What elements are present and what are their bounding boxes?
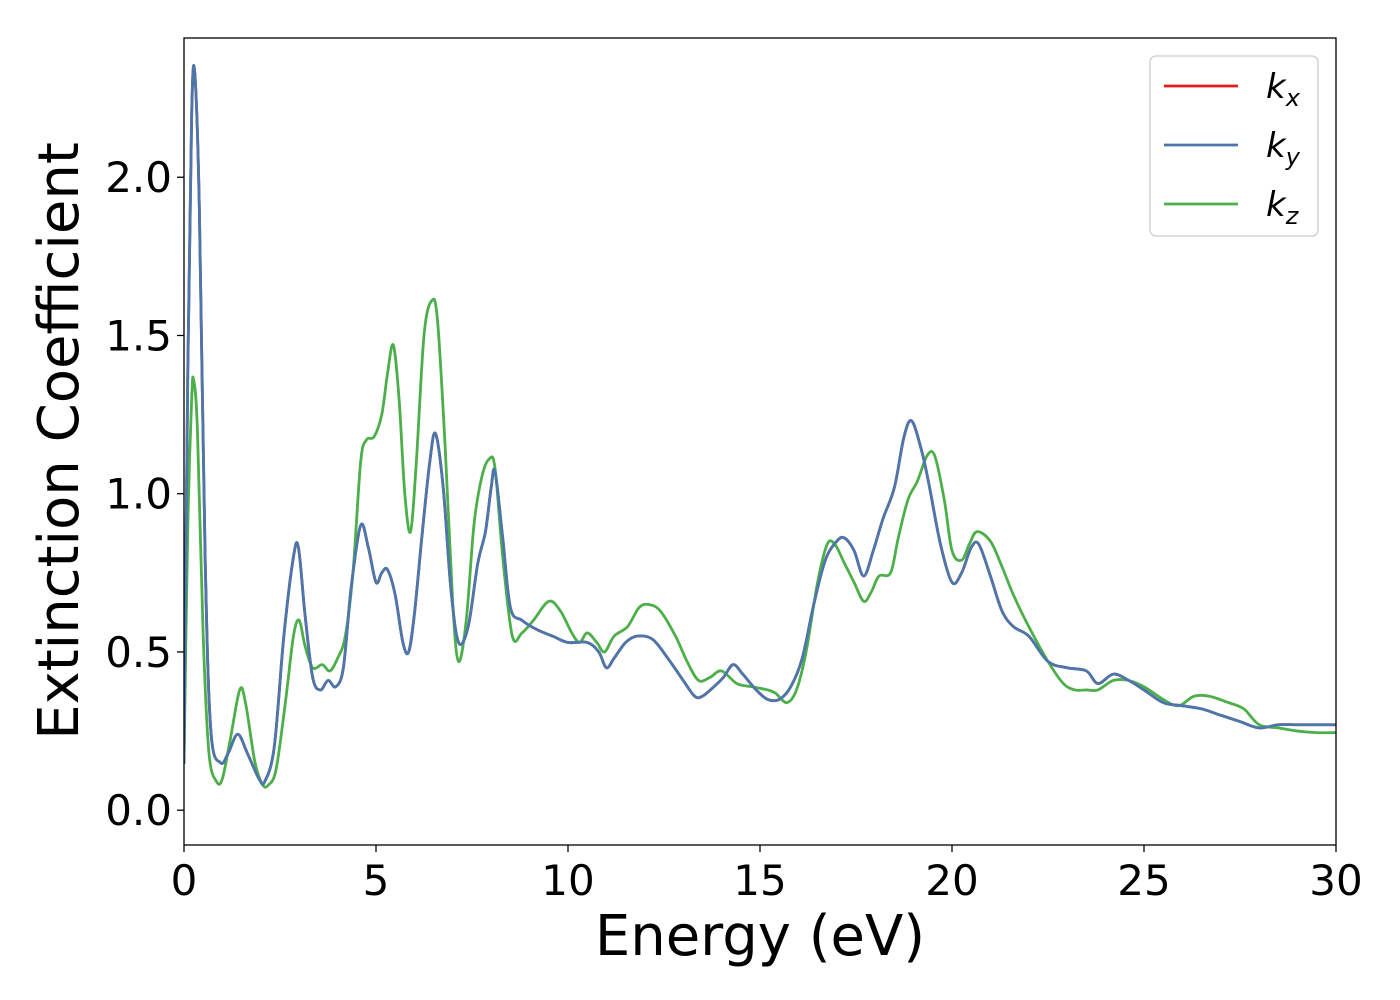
series-line-ky bbox=[184, 64, 1336, 786]
x-tick-label: 5 bbox=[363, 856, 390, 905]
y-tick-label: 1.0 bbox=[105, 470, 172, 519]
legend-label-ky: ky bbox=[1266, 126, 1301, 171]
y-tick-label: 1.5 bbox=[105, 311, 172, 360]
y-tick-label: 0.5 bbox=[105, 628, 172, 677]
x-tick-label: 20 bbox=[925, 856, 978, 905]
y-tick-label: 0.0 bbox=[105, 786, 172, 835]
x-tick-label: 25 bbox=[1117, 856, 1170, 905]
ticks-layer: 0 5 10 15 20 25 30 0.0 0.5 1.0 1.5 2.0 bbox=[105, 153, 1363, 905]
x-tick-label: 10 bbox=[541, 856, 594, 905]
series-line-kz bbox=[184, 297, 1336, 789]
x-axis-title: Energy (eV) bbox=[595, 904, 925, 969]
legend-label-kx: kx bbox=[1266, 67, 1301, 112]
x-tick-label: 30 bbox=[1309, 856, 1362, 905]
y-tick-label: 2.0 bbox=[105, 153, 172, 202]
series-layer bbox=[184, 64, 1336, 789]
y-axis-title: Extinction Coefficient bbox=[27, 142, 92, 740]
x-tick-label: 15 bbox=[733, 856, 786, 905]
x-tick-label: 0 bbox=[171, 856, 198, 905]
